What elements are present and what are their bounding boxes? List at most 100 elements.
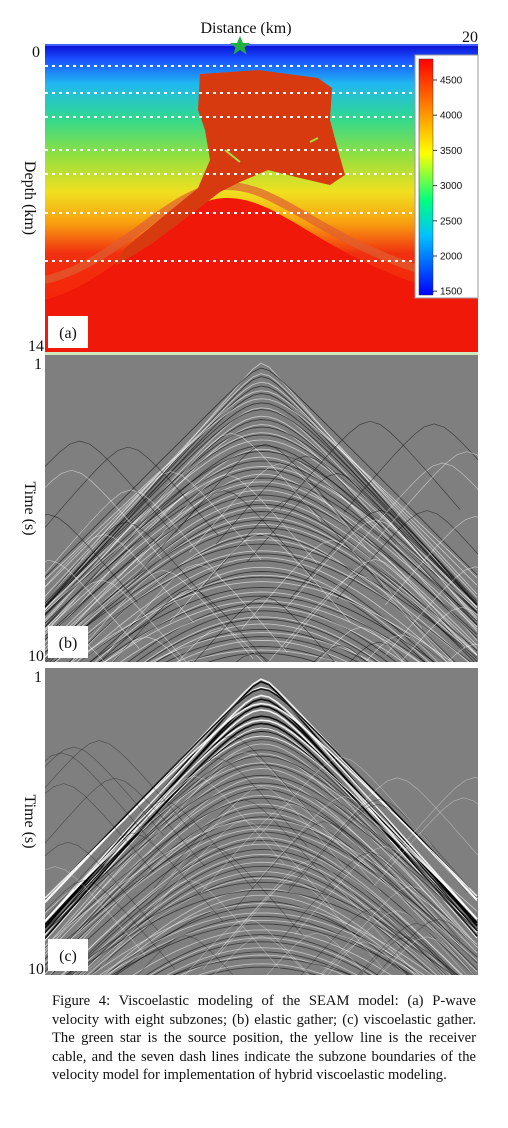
seismic-event [45, 415, 478, 621]
x-left-label: 0 [32, 44, 40, 61]
seismic-event [45, 450, 478, 615]
seismic-event [68, 848, 456, 975]
seismic-event [45, 426, 478, 607]
seismic-event [45, 749, 478, 925]
seismic-diffraction [321, 941, 406, 975]
seismic-event [149, 937, 375, 975]
source-star [230, 36, 250, 55]
seismic-diffraction [106, 563, 288, 653]
salt-detail [224, 149, 241, 163]
seismic-event [127, 603, 397, 662]
seismic-diffraction [140, 432, 322, 522]
seismic-event [197, 963, 327, 975]
seismic-diffraction [45, 469, 162, 559]
seismic-diffraction [320, 885, 478, 975]
seismic-event [45, 477, 478, 624]
seismic-event [45, 419, 478, 616]
seismic-diffraction [203, 880, 384, 970]
seismic-diffraction [45, 446, 219, 536]
seismic-diffraction [45, 841, 159, 931]
seismic-diffraction [175, 443, 356, 533]
seismic-diffraction [352, 462, 478, 552]
seismic-diffraction [45, 513, 138, 603]
seismic-event [45, 390, 478, 588]
seismic-event [45, 385, 478, 606]
seismic-diffraction [45, 866, 146, 956]
seismic-diffraction [294, 845, 476, 935]
seismic-diffraction [171, 786, 352, 876]
seismic-event [45, 489, 478, 648]
seismic-diffraction [279, 420, 461, 510]
separator [45, 662, 478, 668]
colorbar: 4500 4000 3500 3000 2500 2000 1500 [414, 54, 479, 299]
seismic-diffraction [45, 783, 154, 873]
panel-label: (c) [59, 948, 77, 965]
seismic-event [45, 797, 478, 949]
seismic-diffraction [152, 751, 334, 841]
colorbar-ticks: 4500 4000 3500 3000 2500 2000 1500 [433, 76, 463, 298]
seismic-event [66, 840, 458, 975]
seismic-diffraction [251, 756, 432, 846]
seismic-diffraction [384, 776, 478, 866]
seismic-event [166, 947, 358, 975]
panel-label-box [48, 316, 88, 348]
seismic-event [45, 789, 478, 966]
seismic-diffraction [73, 800, 254, 890]
seismic-event [45, 818, 478, 947]
seismic-event [45, 727, 478, 941]
seismic-diffraction [288, 799, 470, 888]
seismic-event [45, 434, 478, 608]
seismic-diffraction [360, 936, 454, 975]
seismic-diffraction [447, 643, 478, 662]
seismic-event [68, 535, 456, 662]
seismic-event [149, 632, 375, 662]
seismic-event [45, 776, 478, 966]
colorbar-tick-label: 4000 [440, 111, 463, 122]
seismic-event [45, 381, 478, 600]
seismic-event [45, 816, 478, 972]
seismic-event [135, 610, 389, 662]
seismic-diffraction [287, 804, 468, 893]
seismic-diffraction [200, 803, 382, 893]
seismic-diffraction [45, 740, 190, 830]
seismic-diffraction [233, 821, 415, 911]
seismic-diffraction [284, 558, 466, 648]
seismic-diffraction [103, 775, 285, 865]
seismic-event [111, 923, 413, 975]
seismic-event [70, 889, 454, 975]
seismic-event [188, 646, 336, 662]
seismic-event [45, 722, 478, 939]
seismic-diffraction [45, 440, 171, 530]
seismic-event [45, 688, 478, 900]
seismic-event [103, 591, 421, 662]
seismic-diffraction [220, 860, 402, 950]
seismic-event [62, 837, 462, 975]
x-right-label: 20 [462, 29, 478, 46]
seismic-event [45, 680, 478, 929]
seismic-event [155, 628, 369, 662]
seismic-diffraction [45, 489, 222, 579]
seismic-diffraction [184, 918, 310, 975]
seismic-diffraction [313, 644, 367, 662]
seismic-event [45, 794, 478, 967]
seismic-event [45, 735, 478, 921]
seismic-event [60, 843, 464, 975]
seismic-diffraction [133, 490, 315, 580]
seismic-event [145, 934, 379, 975]
seismic-diffraction [177, 627, 264, 662]
seismic-event [86, 877, 438, 975]
seismic-event [45, 543, 478, 660]
seismic-diffraction [373, 797, 478, 887]
elastic-gather [45, 355, 478, 662]
seismic-diffraction [376, 451, 478, 541]
seismic-diffraction [45, 752, 152, 842]
seismic-diffraction [327, 910, 467, 975]
seismic-event [45, 824, 478, 960]
seismic-event [114, 900, 410, 975]
seismic-event [45, 762, 478, 914]
seismic-event [98, 571, 426, 662]
seismic-diffraction [112, 588, 268, 662]
seismic-event [45, 782, 478, 933]
seismic-event [45, 485, 478, 641]
seismic-diffraction [317, 626, 405, 662]
